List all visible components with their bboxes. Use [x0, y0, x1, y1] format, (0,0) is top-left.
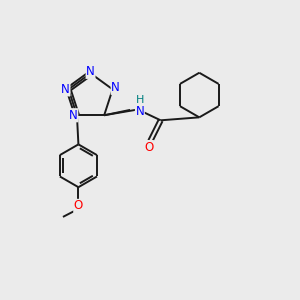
Text: N: N: [111, 81, 120, 94]
Text: N: N: [136, 105, 144, 118]
Text: O: O: [74, 200, 83, 212]
Text: H: H: [136, 95, 144, 105]
Text: N: N: [61, 83, 70, 96]
Text: N: N: [86, 65, 95, 78]
Text: N: N: [69, 109, 78, 122]
Text: O: O: [144, 141, 153, 154]
